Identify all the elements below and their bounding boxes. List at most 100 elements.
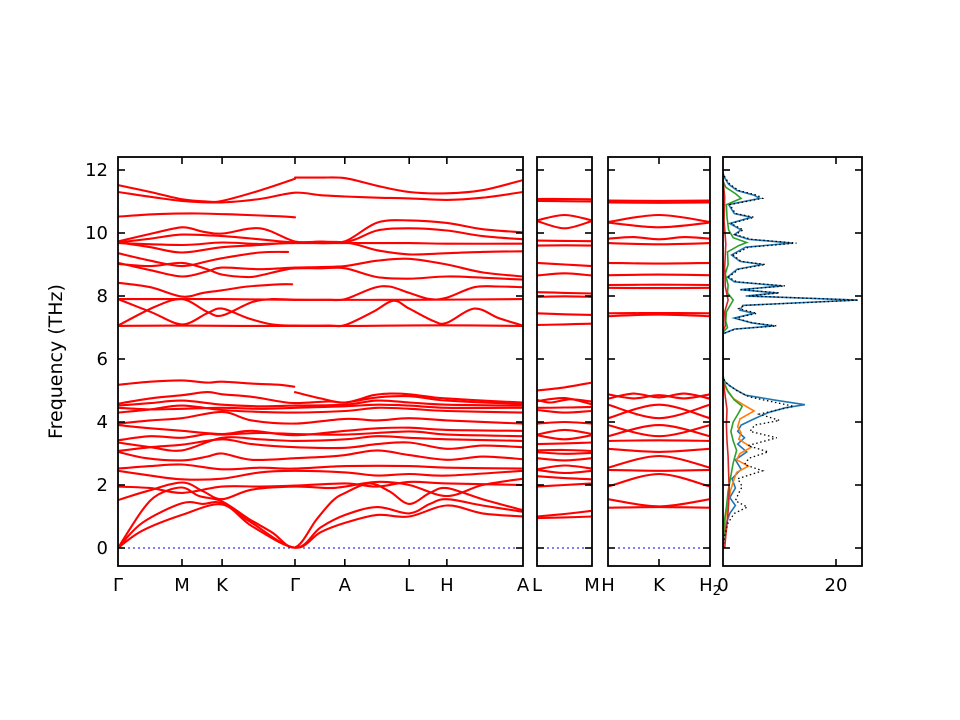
- phonon-band: [608, 393, 710, 400]
- y-tick-label: 12: [85, 160, 108, 181]
- phonon-band: [118, 404, 523, 414]
- phonon-band: [118, 250, 290, 268]
- x-tick-label: K: [653, 575, 666, 596]
- y-axis-label: Frequency (THz): [45, 284, 67, 439]
- phonon-band: [537, 468, 592, 475]
- phonon-band: [537, 312, 592, 316]
- panel-bands-HKH2: [608, 199, 710, 549]
- phonon-band: [118, 240, 523, 256]
- panel-bands-LM: [537, 197, 592, 549]
- phonon-band: [537, 408, 592, 414]
- y-tick-label: 6: [97, 349, 108, 370]
- dos-black-dotted: [723, 172, 859, 549]
- x-tick-label: H: [440, 575, 454, 596]
- phonon-band: [537, 428, 592, 436]
- phonon-band: [118, 281, 294, 298]
- x-tick-label: M: [584, 575, 600, 596]
- phonon-band: [537, 261, 592, 268]
- phonon-band: [608, 424, 710, 438]
- phonon-band: [537, 272, 592, 277]
- phonon-band: [537, 451, 592, 455]
- phonon-band: [118, 424, 523, 437]
- phonon-band: [608, 392, 710, 400]
- phonon-band: [608, 242, 710, 246]
- phonon-band: [537, 291, 592, 295]
- panel-border: [117, 156, 524, 567]
- y-tick-label: 8: [97, 286, 108, 307]
- x-tick-label: Γ: [113, 575, 123, 596]
- y-tick-label: 10: [85, 223, 108, 244]
- panel-bands-main: [118, 176, 523, 550]
- phonon-band: [537, 434, 592, 441]
- phonon-band: [118, 503, 523, 550]
- phonon-band: [608, 506, 710, 509]
- phonon-band: [608, 403, 710, 420]
- phonon-band: [118, 403, 523, 411]
- phonon-band: [608, 447, 710, 453]
- phonon-band: [118, 285, 523, 327]
- phonon-band: [537, 457, 592, 462]
- phonon-band: [118, 391, 523, 405]
- panel-border: [722, 156, 863, 567]
- phonon-band: [537, 475, 592, 481]
- phonon-band: [118, 410, 523, 425]
- phonon-band: [537, 213, 592, 222]
- phonon-band: [118, 498, 523, 550]
- panel-border: [536, 156, 593, 567]
- dos-green: [723, 180, 749, 549]
- x-tick-label: L: [404, 575, 414, 596]
- phonon-band: [118, 261, 523, 281]
- x-tick-label: H2: [699, 575, 721, 599]
- x-tick-label: H: [601, 575, 615, 596]
- phonon-band: [537, 482, 592, 488]
- x-tick-label: A: [339, 575, 352, 596]
- phonon-band: [608, 454, 710, 469]
- phonon-band: [118, 469, 523, 481]
- phonon-band: [118, 212, 297, 219]
- phonon-band: [608, 313, 710, 318]
- phonon-band: [537, 239, 592, 243]
- phonon-band: [118, 430, 523, 442]
- phonon-band: [118, 477, 523, 502]
- y-tick-label: 2: [97, 475, 108, 496]
- phonon-band: [118, 379, 296, 388]
- dos-blue: [723, 172, 857, 549]
- phonon-band: [537, 322, 592, 327]
- phonon-band: [608, 439, 710, 442]
- x-tick-label: Γ: [290, 575, 300, 596]
- phonon-band: [537, 396, 592, 406]
- phonon-band: [537, 464, 592, 471]
- phonon-band: [608, 213, 710, 224]
- phonon-band: [293, 391, 523, 404]
- phonon-band: [118, 190, 523, 204]
- phonon-band: [537, 381, 592, 392]
- phonon-band: [608, 424, 710, 438]
- phonon-band: [537, 509, 592, 518]
- phonon-band: [608, 468, 710, 472]
- x-tick-label: 20: [825, 575, 848, 596]
- phonon-band: [608, 221, 710, 229]
- x-tick-label: K: [216, 575, 229, 596]
- phonon-band: [537, 219, 592, 230]
- phonon-band: [118, 435, 523, 452]
- phonon-band: [608, 236, 710, 241]
- x-tick-label: M: [174, 575, 190, 596]
- x-tick-label: A: [517, 575, 530, 596]
- phonon-band: [537, 448, 592, 453]
- x-tick-label: L: [532, 575, 542, 596]
- phonon-band: [118, 449, 523, 462]
- phonon-band: [293, 176, 523, 195]
- phonon-band: [118, 399, 523, 408]
- y-tick-label: 0: [97, 538, 108, 559]
- phonon-band: [537, 420, 592, 425]
- phonon-band: [608, 273, 710, 277]
- phonon-band: [118, 438, 523, 453]
- phonon-band: [537, 398, 592, 404]
- phonon-band: [118, 480, 523, 494]
- x-tick-label: 0: [717, 575, 728, 596]
- phonon-band: [608, 472, 710, 488]
- phonon-band: [537, 199, 592, 203]
